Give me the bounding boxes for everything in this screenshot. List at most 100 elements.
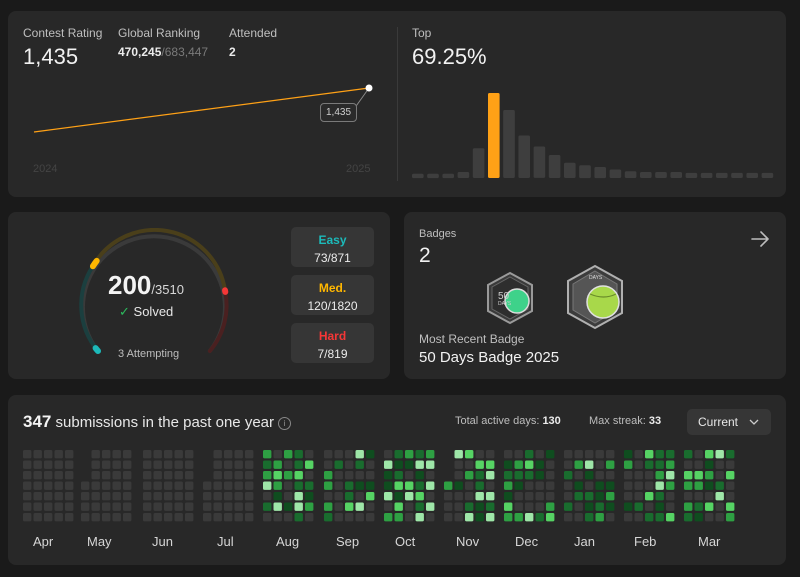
heatmap-cell[interactable]: [44, 492, 53, 501]
heatmap-cell[interactable]: [245, 481, 254, 490]
heatmap-cell[interactable]: [394, 460, 403, 469]
heatmap-cell[interactable]: [426, 502, 435, 511]
heatmap-cell[interactable]: [726, 513, 735, 522]
heatmap-cell[interactable]: [203, 481, 212, 490]
heatmap-cell[interactable]: [164, 502, 173, 511]
heatmap-cell[interactable]: [174, 492, 183, 501]
heatmap-cell[interactable]: [694, 513, 703, 522]
heatmap-cell[interactable]: [284, 471, 293, 480]
heatmap-cell[interactable]: [715, 460, 724, 469]
heatmap-cell[interactable]: [65, 460, 74, 469]
heatmap-cell[interactable]: [213, 492, 222, 501]
heatmap-cell[interactable]: [655, 450, 664, 459]
heatmap-cell[interactable]: [454, 513, 463, 522]
heatmap-cell[interactable]: [284, 513, 293, 522]
heatmap-cell[interactable]: [705, 513, 714, 522]
heatmap-cell[interactable]: [514, 513, 523, 522]
heatmap-cell[interactable]: [546, 481, 555, 490]
heatmap-cell[interactable]: [345, 513, 354, 522]
heatmap-cell[interactable]: [705, 502, 714, 511]
heatmap-cell[interactable]: [174, 460, 183, 469]
heatmap-cell[interactable]: [305, 492, 314, 501]
heatmap-cell[interactable]: [366, 513, 375, 522]
heatmap-cell[interactable]: [185, 502, 194, 511]
heatmap-cell[interactable]: [263, 513, 272, 522]
heatmap-cell[interactable]: [153, 450, 162, 459]
heatmap-cell[interactable]: [112, 450, 121, 459]
heatmap-cell[interactable]: [33, 481, 42, 490]
heatmap-cell[interactable]: [655, 481, 664, 490]
heatmap-cell[interactable]: [164, 460, 173, 469]
heatmap-cell[interactable]: [153, 492, 162, 501]
heatmap-cell[interactable]: [535, 502, 544, 511]
heatmap-cell[interactable]: [504, 481, 513, 490]
heatmap-cell[interactable]: [564, 481, 573, 490]
heatmap-cell[interactable]: [475, 450, 484, 459]
heatmap-cell[interactable]: [153, 471, 162, 480]
heatmap-cell[interactable]: [514, 481, 523, 490]
heatmap-cell[interactable]: [112, 513, 121, 522]
heatmap-cell[interactable]: [284, 492, 293, 501]
heatmap-cell[interactable]: [535, 460, 544, 469]
heatmap-cell[interactable]: [415, 450, 424, 459]
heatmap-cell[interactable]: [384, 471, 393, 480]
heatmap-cell[interactable]: [123, 450, 132, 459]
heatmap-cell[interactable]: [486, 502, 495, 511]
heatmap-cell[interactable]: [426, 492, 435, 501]
heatmap-cell[interactable]: [102, 460, 111, 469]
heatmap-cell[interactable]: [23, 513, 32, 522]
heatmap-cell[interactable]: [394, 502, 403, 511]
heatmap-cell[interactable]: [91, 471, 100, 480]
heatmap-cell[interactable]: [415, 481, 424, 490]
heatmap-cell[interactable]: [634, 471, 643, 480]
heatmap-cell[interactable]: [33, 460, 42, 469]
heatmap-cell[interactable]: [634, 481, 643, 490]
heatmap-cell[interactable]: [694, 450, 703, 459]
heatmap-cell[interactable]: [595, 492, 604, 501]
heatmap-cell[interactable]: [486, 471, 495, 480]
heatmap-cell[interactable]: [564, 450, 573, 459]
heatmap-cell[interactable]: [102, 481, 111, 490]
heatmap-cell[interactable]: [324, 513, 333, 522]
heatmap-cell[interactable]: [535, 513, 544, 522]
heatmap-cell[interactable]: [234, 513, 243, 522]
heatmap-cell[interactable]: [44, 513, 53, 522]
heatmap-cell[interactable]: [525, 471, 534, 480]
heatmap-cell[interactable]: [143, 460, 152, 469]
heatmap-cell[interactable]: [574, 492, 583, 501]
heatmap-cell[interactable]: [91, 492, 100, 501]
heatmap-cell[interactable]: [684, 502, 693, 511]
heatmap-cell[interactable]: [394, 481, 403, 490]
heatmap-cell[interactable]: [634, 502, 643, 511]
heatmap-cell[interactable]: [645, 471, 654, 480]
heatmap-cell[interactable]: [666, 460, 675, 469]
heatmap-cell[interactable]: [224, 460, 233, 469]
heatmap-cell[interactable]: [666, 450, 675, 459]
heatmap-cell[interactable]: [585, 450, 594, 459]
heatmap-cell[interactable]: [694, 460, 703, 469]
heatmap-cell[interactable]: [334, 460, 343, 469]
heatmap-cell[interactable]: [624, 471, 633, 480]
heatmap-cell[interactable]: [705, 481, 714, 490]
heatmap-cell[interactable]: [91, 460, 100, 469]
heatmap-cell[interactable]: [213, 460, 222, 469]
heatmap-cell[interactable]: [624, 492, 633, 501]
heatmap-cell[interactable]: [263, 492, 272, 501]
heatmap-cell[interactable]: [426, 481, 435, 490]
heatmap-cell[interactable]: [174, 450, 183, 459]
heatmap-cell[interactable]: [595, 460, 604, 469]
heatmap-cell[interactable]: [475, 513, 484, 522]
heatmap-cell[interactable]: [444, 481, 453, 490]
heatmap-cell[interactable]: [525, 450, 534, 459]
heatmap-cell[interactable]: [415, 513, 424, 522]
heatmap-cell[interactable]: [694, 492, 703, 501]
heatmap-cell[interactable]: [263, 460, 272, 469]
hard-stat[interactable]: Hard 7/819: [291, 323, 374, 363]
heatmap-cell[interactable]: [54, 450, 63, 459]
heatmap-cell[interactable]: [546, 471, 555, 480]
heatmap-cell[interactable]: [525, 460, 534, 469]
heatmap-cell[interactable]: [405, 481, 414, 490]
heatmap-cell[interactable]: [234, 450, 243, 459]
heatmap-cell[interactable]: [164, 450, 173, 459]
heatmap-cell[interactable]: [273, 502, 282, 511]
